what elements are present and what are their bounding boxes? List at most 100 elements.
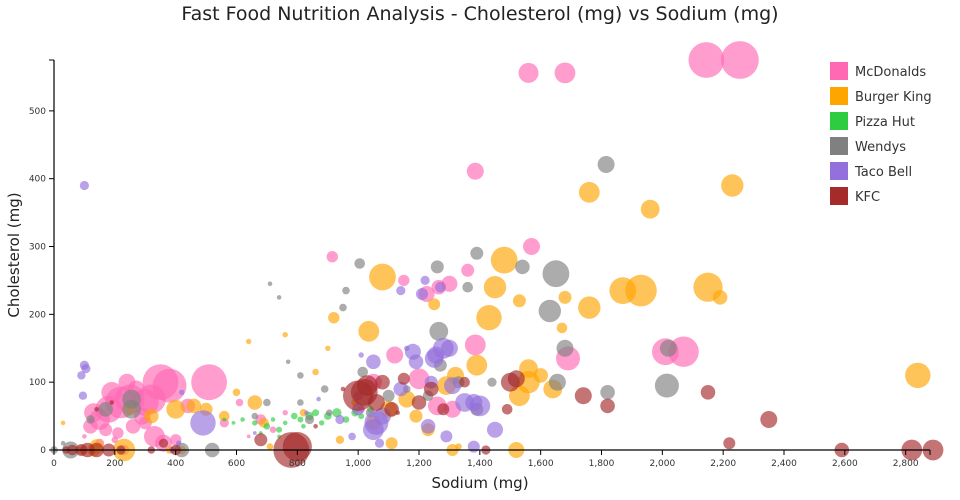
data-point[interactable] bbox=[459, 376, 470, 388]
data-point[interactable] bbox=[246, 434, 251, 439]
data-point[interactable] bbox=[501, 404, 513, 415]
data-point[interactable] bbox=[252, 420, 258, 426]
data-point[interactable] bbox=[512, 294, 526, 308]
data-point[interactable] bbox=[144, 408, 159, 424]
data-point[interactable] bbox=[297, 416, 304, 423]
data-point[interactable] bbox=[282, 332, 288, 338]
legend-item[interactable]: KFC bbox=[830, 187, 880, 205]
data-point[interactable] bbox=[386, 346, 404, 364]
data-point[interactable] bbox=[357, 366, 369, 378]
data-point[interactable] bbox=[342, 286, 350, 295]
data-point[interactable] bbox=[86, 415, 95, 424]
data-point[interactable] bbox=[358, 352, 364, 358]
data-point[interactable] bbox=[348, 432, 356, 441]
data-point[interactable] bbox=[625, 274, 657, 307]
data-point[interactable] bbox=[82, 434, 87, 439]
data-point[interactable] bbox=[411, 395, 427, 410]
data-point[interactable] bbox=[297, 372, 304, 379]
data-point[interactable] bbox=[385, 437, 398, 450]
data-point[interactable] bbox=[430, 260, 444, 274]
data-point[interactable] bbox=[94, 407, 99, 412]
data-point[interactable] bbox=[760, 411, 778, 428]
data-point[interactable] bbox=[408, 354, 424, 370]
data-point[interactable] bbox=[270, 417, 276, 422]
data-point[interactable] bbox=[578, 181, 600, 203]
data-point[interactable] bbox=[356, 375, 378, 396]
data-point[interactable] bbox=[578, 296, 601, 319]
data-point[interactable] bbox=[393, 381, 409, 397]
data-point[interactable] bbox=[240, 417, 245, 422]
data-point[interactable] bbox=[339, 303, 347, 312]
legend-item[interactable]: Wendys bbox=[830, 137, 906, 155]
data-point[interactable] bbox=[483, 276, 507, 299]
data-point[interactable] bbox=[176, 440, 182, 446]
data-point[interactable] bbox=[166, 399, 186, 419]
legend-item[interactable]: Taco Bell bbox=[830, 162, 912, 180]
data-point[interactable] bbox=[83, 419, 98, 434]
data-point[interactable] bbox=[668, 336, 699, 367]
data-point[interactable] bbox=[285, 359, 291, 365]
data-point[interactable] bbox=[354, 258, 366, 269]
data-point[interactable] bbox=[554, 62, 576, 84]
data-point[interactable] bbox=[723, 437, 736, 450]
data-point[interactable] bbox=[905, 362, 931, 389]
data-point[interactable] bbox=[342, 416, 350, 423]
data-point[interactable] bbox=[325, 345, 331, 351]
data-point[interactable] bbox=[462, 281, 474, 293]
data-point[interactable] bbox=[409, 409, 423, 423]
data-point[interactable] bbox=[78, 391, 88, 400]
data-point[interactable] bbox=[721, 41, 759, 79]
data-point[interactable] bbox=[408, 368, 430, 390]
data-point[interactable] bbox=[597, 156, 615, 173]
data-point[interactable] bbox=[464, 334, 486, 356]
data-point[interactable] bbox=[109, 400, 115, 405]
data-point[interactable] bbox=[111, 436, 119, 444]
data-point[interactable] bbox=[231, 421, 236, 425]
data-point[interactable] bbox=[659, 339, 677, 357]
legend-item[interactable]: Pizza Hut bbox=[830, 112, 915, 130]
data-point[interactable] bbox=[291, 412, 298, 420]
data-point[interactable] bbox=[466, 162, 484, 180]
data-point[interactable] bbox=[320, 385, 329, 393]
data-point[interactable] bbox=[316, 396, 321, 402]
data-point[interactable] bbox=[429, 321, 449, 341]
data-point[interactable] bbox=[384, 402, 399, 417]
data-point[interactable] bbox=[470, 246, 484, 260]
data-point[interactable] bbox=[476, 305, 502, 331]
data-point[interactable] bbox=[191, 364, 228, 401]
data-point[interactable] bbox=[397, 372, 410, 385]
data-point[interactable] bbox=[312, 368, 319, 376]
data-point[interactable] bbox=[77, 371, 86, 380]
data-point[interactable] bbox=[556, 322, 568, 334]
data-point[interactable] bbox=[246, 338, 252, 345]
data-point[interactable] bbox=[186, 398, 202, 414]
data-point[interactable] bbox=[319, 420, 325, 426]
data-point[interactable] bbox=[440, 430, 453, 443]
data-point[interactable] bbox=[600, 385, 615, 400]
data-point[interactable] bbox=[398, 274, 410, 287]
data-point[interactable] bbox=[254, 433, 268, 447]
data-point[interactable] bbox=[922, 439, 944, 461]
data-point[interactable] bbox=[60, 420, 66, 426]
data-point[interactable] bbox=[455, 443, 462, 450]
data-point[interactable] bbox=[358, 320, 380, 342]
data-point[interactable] bbox=[60, 440, 66, 446]
data-point[interactable] bbox=[396, 286, 406, 296]
data-point[interactable] bbox=[335, 414, 345, 425]
data-point[interactable] bbox=[556, 339, 574, 357]
data-point[interactable] bbox=[79, 180, 89, 191]
data-point[interactable] bbox=[428, 298, 441, 311]
data-point[interactable] bbox=[423, 381, 439, 397]
data-point[interactable] bbox=[267, 281, 273, 287]
data-point[interactable] bbox=[326, 251, 338, 263]
data-point[interactable] bbox=[490, 246, 518, 274]
data-point[interactable] bbox=[533, 368, 548, 383]
data-point[interactable] bbox=[304, 410, 309, 416]
data-point[interactable] bbox=[222, 417, 227, 422]
data-point[interactable] bbox=[416, 288, 428, 300]
data-point[interactable] bbox=[328, 312, 340, 324]
data-point[interactable] bbox=[721, 174, 744, 197]
data-point[interactable] bbox=[369, 263, 396, 291]
data-point[interactable] bbox=[112, 427, 124, 439]
data-point[interactable] bbox=[382, 389, 395, 402]
